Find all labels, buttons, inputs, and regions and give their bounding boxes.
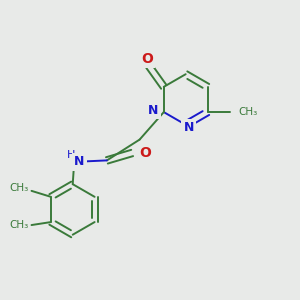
Text: H: H	[67, 150, 75, 160]
Text: O: O	[142, 52, 153, 66]
Text: N: N	[184, 121, 194, 134]
Text: O: O	[140, 146, 152, 160]
Text: CH₃: CH₃	[9, 183, 28, 193]
Text: N: N	[74, 155, 85, 168]
Text: CH₃: CH₃	[9, 220, 28, 230]
Text: N: N	[148, 104, 159, 117]
Text: CH₃: CH₃	[239, 107, 258, 117]
